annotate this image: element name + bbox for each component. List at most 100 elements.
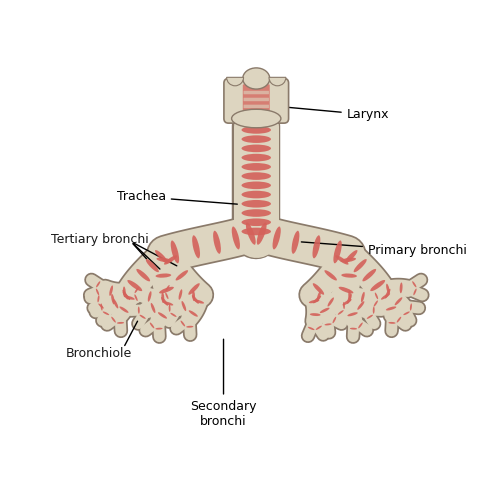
Ellipse shape <box>394 298 402 306</box>
Ellipse shape <box>404 312 410 315</box>
Ellipse shape <box>316 291 321 302</box>
Ellipse shape <box>374 300 378 306</box>
Ellipse shape <box>192 236 200 258</box>
Ellipse shape <box>150 303 156 313</box>
Ellipse shape <box>156 274 171 278</box>
Ellipse shape <box>340 258 356 262</box>
Ellipse shape <box>320 308 330 313</box>
Ellipse shape <box>156 328 162 330</box>
Ellipse shape <box>332 317 336 323</box>
Text: Secondary
bronchi: Secondary bronchi <box>190 339 257 428</box>
Ellipse shape <box>412 281 416 287</box>
Ellipse shape <box>122 290 128 300</box>
Ellipse shape <box>324 270 337 280</box>
Ellipse shape <box>242 218 271 226</box>
Ellipse shape <box>338 286 353 294</box>
Ellipse shape <box>381 294 390 300</box>
Ellipse shape <box>309 300 320 303</box>
Text: Bronchiole: Bronchiole <box>66 347 132 360</box>
Ellipse shape <box>146 259 159 272</box>
Ellipse shape <box>348 312 358 316</box>
Ellipse shape <box>246 222 256 244</box>
Ellipse shape <box>310 313 320 316</box>
Ellipse shape <box>192 290 195 301</box>
Text: Primary bronchi: Primary bronchi <box>302 242 467 257</box>
Ellipse shape <box>120 306 128 313</box>
FancyBboxPatch shape <box>224 78 288 123</box>
Ellipse shape <box>358 322 363 328</box>
Ellipse shape <box>98 296 100 302</box>
Ellipse shape <box>166 285 170 291</box>
Ellipse shape <box>343 302 345 309</box>
Ellipse shape <box>272 226 281 250</box>
Ellipse shape <box>388 322 396 324</box>
Ellipse shape <box>361 292 364 302</box>
Ellipse shape <box>400 282 402 293</box>
Ellipse shape <box>148 291 152 302</box>
Ellipse shape <box>242 182 271 189</box>
Ellipse shape <box>347 294 352 304</box>
Ellipse shape <box>410 304 412 310</box>
Ellipse shape <box>328 298 334 306</box>
Ellipse shape <box>165 292 168 299</box>
Ellipse shape <box>242 172 271 180</box>
Ellipse shape <box>188 283 200 294</box>
Ellipse shape <box>117 322 124 324</box>
Ellipse shape <box>128 280 142 291</box>
Ellipse shape <box>312 236 320 258</box>
Wedge shape <box>226 78 244 86</box>
Ellipse shape <box>354 259 366 272</box>
FancyBboxPatch shape <box>243 84 270 118</box>
Ellipse shape <box>385 289 390 298</box>
Ellipse shape <box>324 324 332 326</box>
Ellipse shape <box>110 286 113 296</box>
Ellipse shape <box>150 322 154 328</box>
Ellipse shape <box>186 326 194 328</box>
Ellipse shape <box>182 301 186 311</box>
Ellipse shape <box>232 226 240 250</box>
Ellipse shape <box>192 295 199 304</box>
Ellipse shape <box>257 222 266 244</box>
Ellipse shape <box>113 298 118 308</box>
Ellipse shape <box>342 299 351 306</box>
Ellipse shape <box>386 306 396 310</box>
Ellipse shape <box>164 256 177 264</box>
Ellipse shape <box>313 283 324 294</box>
Ellipse shape <box>194 300 204 304</box>
Ellipse shape <box>242 200 271 207</box>
Ellipse shape <box>158 312 167 318</box>
FancyBboxPatch shape <box>244 98 269 101</box>
Ellipse shape <box>213 230 221 254</box>
Ellipse shape <box>180 320 185 326</box>
Ellipse shape <box>111 316 116 322</box>
Ellipse shape <box>188 310 198 316</box>
Ellipse shape <box>242 154 271 162</box>
Ellipse shape <box>123 286 126 298</box>
Ellipse shape <box>124 296 135 300</box>
Ellipse shape <box>140 314 145 319</box>
Ellipse shape <box>242 190 271 198</box>
Ellipse shape <box>375 292 378 299</box>
Text: Trachea: Trachea <box>116 190 238 204</box>
Ellipse shape <box>122 292 130 300</box>
Ellipse shape <box>138 306 140 314</box>
Ellipse shape <box>242 144 271 152</box>
Ellipse shape <box>111 294 114 304</box>
Ellipse shape <box>242 228 271 235</box>
Ellipse shape <box>292 230 300 254</box>
Ellipse shape <box>170 240 179 264</box>
Ellipse shape <box>396 316 402 322</box>
Ellipse shape <box>362 269 376 281</box>
Ellipse shape <box>134 294 138 301</box>
Ellipse shape <box>134 287 139 293</box>
Ellipse shape <box>98 304 104 308</box>
Text: Larynx: Larynx <box>286 107 389 121</box>
Ellipse shape <box>342 274 357 278</box>
Ellipse shape <box>136 269 150 281</box>
Ellipse shape <box>242 126 271 134</box>
Ellipse shape <box>232 110 281 128</box>
Ellipse shape <box>159 286 174 294</box>
Ellipse shape <box>155 250 168 264</box>
Ellipse shape <box>176 270 188 280</box>
Ellipse shape <box>316 326 322 330</box>
